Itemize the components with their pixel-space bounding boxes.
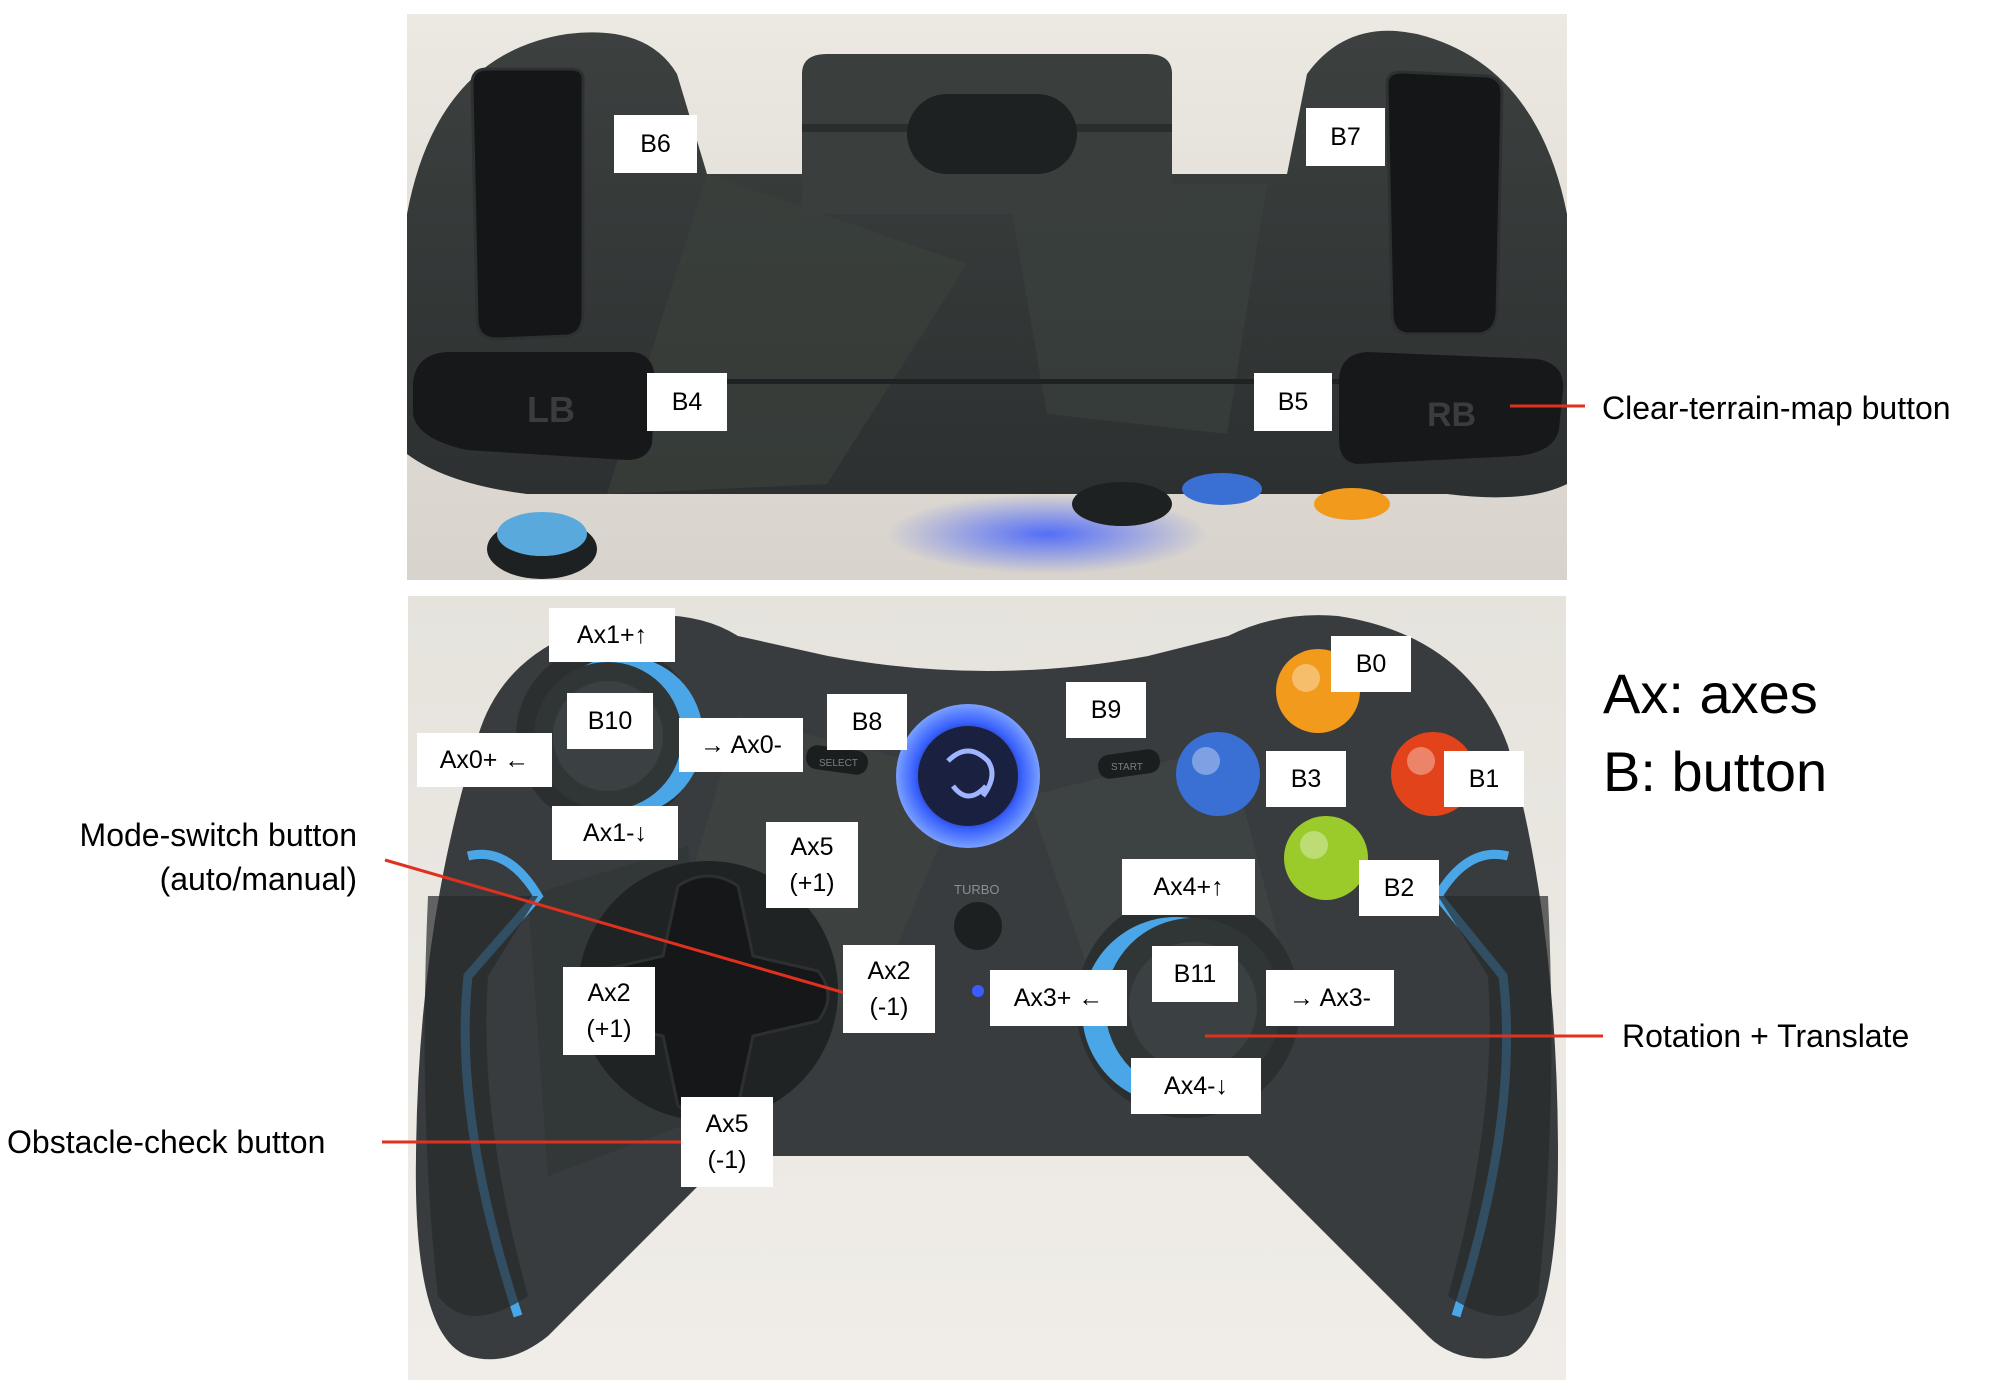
label-ax0-plus: Ax0+ ← bbox=[417, 733, 552, 787]
label-ax1-up: Ax1+↑ bbox=[549, 608, 675, 662]
label-ax4-up: Ax4+↑ bbox=[1122, 859, 1255, 915]
turbo-button bbox=[954, 902, 1002, 950]
right-stick-base bbox=[1072, 482, 1172, 526]
start-button bbox=[1098, 749, 1160, 779]
button-highlight bbox=[1292, 664, 1320, 692]
receiver-button bbox=[907, 94, 1077, 174]
button-x-blue bbox=[1176, 732, 1260, 816]
label-b2: B2 bbox=[1359, 860, 1439, 916]
label-b6: B6 bbox=[614, 115, 697, 173]
body-seam bbox=[647, 379, 1447, 384]
label-b10: B10 bbox=[567, 693, 653, 749]
label-ax5-plus: Ax5 (+1) bbox=[766, 822, 858, 908]
label-ax1-down: Ax1-↓ bbox=[552, 806, 678, 860]
face-button-edge bbox=[1182, 473, 1262, 505]
left-stick-ring bbox=[497, 512, 587, 556]
legend-axes: Ax: axes bbox=[1603, 662, 1818, 725]
leader-mode-switch bbox=[384, 858, 846, 995]
button-a-green bbox=[1284, 816, 1368, 900]
rb-print: RB bbox=[1427, 396, 1476, 434]
start-print: START bbox=[1111, 762, 1143, 773]
button-highlight bbox=[1407, 747, 1435, 775]
label-b1: B1 bbox=[1444, 751, 1524, 807]
callout-mode-switch: Mode-switch button (auto/manual) bbox=[79, 817, 357, 897]
label-b3: B3 bbox=[1266, 751, 1346, 807]
face-button-edge bbox=[1314, 488, 1390, 520]
camo-panel bbox=[1007, 184, 1267, 434]
button-highlight bbox=[1192, 747, 1220, 775]
label-ax0-minus: → Ax0- bbox=[679, 718, 803, 772]
label-ax5-minus: Ax5 (-1) bbox=[681, 1097, 773, 1187]
label-ax2-minus: Ax2 (-1) bbox=[843, 945, 935, 1033]
label-b11: B11 bbox=[1152, 946, 1238, 1002]
label-b0: B0 bbox=[1331, 636, 1411, 692]
grip-texture-right bbox=[1438, 896, 1552, 1316]
bumper-rb bbox=[1339, 352, 1564, 464]
button-highlight bbox=[1300, 831, 1328, 859]
lb-print: LB bbox=[527, 389, 575, 430]
status-led bbox=[972, 985, 984, 997]
turbo-print: TURBO bbox=[954, 882, 1000, 897]
label-ax4-down: Ax4-↓ bbox=[1131, 1058, 1261, 1114]
label-b9: B9 bbox=[1066, 682, 1146, 738]
label-b8: B8 bbox=[827, 694, 907, 750]
label-b5: B5 bbox=[1254, 373, 1332, 431]
callout-clear-terrain: Clear-terrain-map button bbox=[1602, 390, 1951, 426]
legend: Ax: axes B: button bbox=[1603, 655, 1827, 811]
label-b4: B4 bbox=[647, 373, 727, 431]
select-button bbox=[806, 745, 868, 775]
bumper-lb bbox=[413, 352, 655, 460]
trigger-lt bbox=[470, 67, 585, 341]
label-b7: B7 bbox=[1306, 108, 1385, 166]
label-ax3-plus: Ax3+ ← bbox=[990, 970, 1127, 1026]
grip-texture-left bbox=[424, 896, 538, 1316]
trigger-rt bbox=[1385, 70, 1504, 336]
guide-button bbox=[918, 726, 1018, 826]
label-ax2-plus: Ax2 (+1) bbox=[563, 967, 655, 1055]
callout-obstacle-check: Obstacle-check button bbox=[7, 1124, 326, 1160]
callout-rotation: Rotation + Translate bbox=[1622, 1018, 1910, 1054]
label-ax3-minus: → Ax3- bbox=[1266, 970, 1394, 1026]
guide-logo bbox=[946, 748, 995, 799]
select-print: SELECT bbox=[819, 758, 858, 769]
legend-button: B: button bbox=[1603, 740, 1828, 803]
